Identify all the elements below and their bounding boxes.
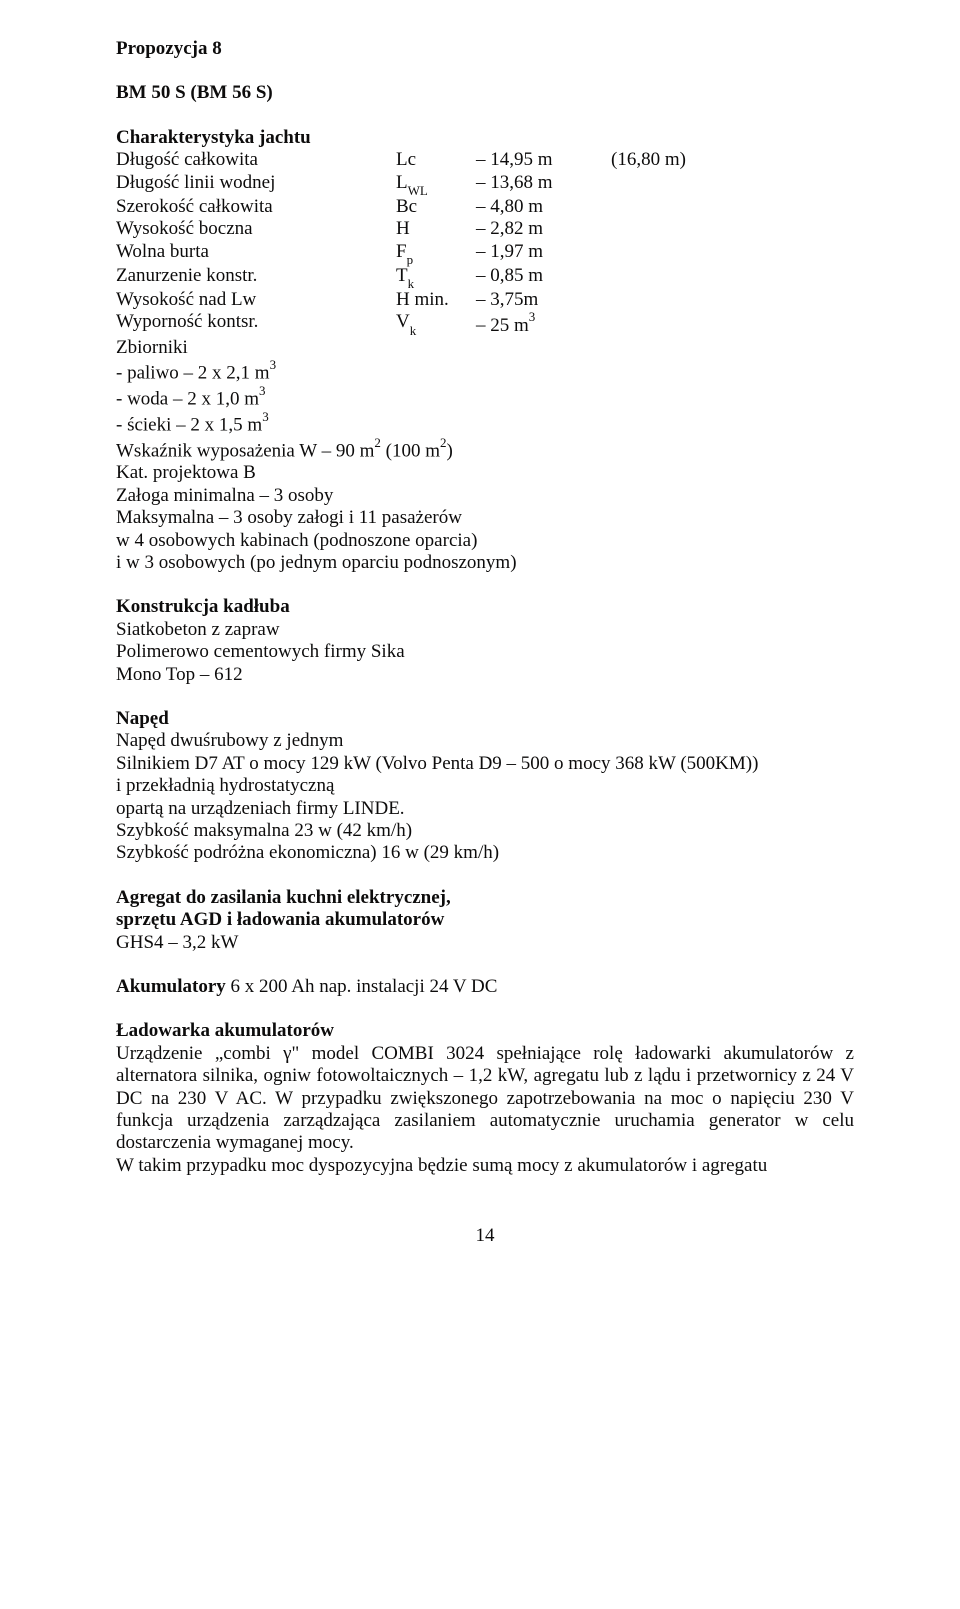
page-number: 14 [116,1225,854,1247]
spec-symbol: Lc [396,149,476,171]
spec-table: Długość całkowitaLc– 14,95 m(16,80 m)Dłu… [116,149,686,337]
drive-line: Szybkość maksymalna 23 w (42 km/h) [116,820,854,842]
spec-symbol: Fp [396,241,476,265]
genset-heading: sprzętu AGD i ładowania akumulatorów [116,909,854,931]
drive-line: i przekładnią hydrostatyczną [116,775,854,797]
drive-line: Szybkość podróżna ekonomiczna) 16 w (29 … [116,842,854,864]
spec-label: Szerokość całkowita [116,196,396,218]
spec-symbol: Vk [396,311,476,337]
drive-line: opartą na urządzeniach firmy LINDE. [116,798,854,820]
spec-row: Wolna burtaFp– 1,97 m [116,241,686,265]
spec-value: – 4,80 m [476,196,611,218]
crew-line: Załoga minimalna – 3 osoby [116,485,854,507]
tank-line: - ścieki – 2 x 1,5 m3 [116,411,854,437]
spec-extra [611,265,686,289]
spec-label: Długość linii wodnej [116,172,396,196]
drive-line: Silnikiem D7 AT o mocy 129 kW (Volvo Pen… [116,753,854,775]
spec-label: Długość całkowita [116,149,396,171]
spec-value: – 0,85 m [476,265,611,289]
hull-heading: Konstrukcja kadłuba [116,596,854,618]
spec-extra [611,172,686,196]
spec-value: – 3,75m [476,289,611,311]
tanks-title: Zbiorniki [116,337,854,359]
spec-extra [611,196,686,218]
equip-index: Wskaźnik wyposażenia W – 90 m2 (100 m2) [116,437,854,463]
drive-line: Napęd dwuśrubowy z jednym [116,730,854,752]
battery-line: Akumulatory 6 x 200 Ah nap. instalacji 2… [116,976,854,998]
spec-extra [611,241,686,265]
spec-symbol: Tk [396,265,476,289]
spec-value: – 25 m3 [476,311,611,337]
document-page: Propozycja 8 BM 50 S (BM 56 S) Charakter… [0,0,960,1288]
crew-line: Maksymalna – 3 osoby załogi i 11 pasażer… [116,507,854,529]
spec-row: Długość całkowitaLc– 14,95 m(16,80 m) [116,149,686,171]
proposal-title: Propozycja 8 [116,38,854,60]
model-title: BM 50 S (BM 56 S) [116,82,854,104]
spec-row: Szerokość całkowitaBc– 4,80 m [116,196,686,218]
spec-label: Zanurzenie konstr. [116,265,396,289]
hull-line: Mono Top – 612 [116,664,854,686]
charger-heading: Ładowarka akumulatorów [116,1020,854,1042]
spec-symbol: Bc [396,196,476,218]
drive-heading: Napęd [116,708,854,730]
spec-symbol: H [396,218,476,240]
spec-value: – 2,82 m [476,218,611,240]
spec-row: Długość linii wodnejLWL– 13,68 m [116,172,686,196]
spec-label: Wolna burta [116,241,396,265]
spec-label: Wyporność kontsr. [116,311,396,337]
genset-line: GHS4 – 3,2 kW [116,932,854,954]
spec-row: Zanurzenie konstr.Tk– 0,85 m [116,265,686,289]
spec-row: Wyporność kontsr.Vk– 25 m3 [116,311,686,337]
spec-symbol: LWL [396,172,476,196]
genset-heading: Agregat do zasilania kuchni elektrycznej… [116,887,854,909]
spec-extra [611,218,686,240]
crew-line: w 4 osobowych kabinach (podnoszone oparc… [116,530,854,552]
spec-label: Wysokość nad Lw [116,289,396,311]
spec-label: Wysokość boczna [116,218,396,240]
crew-line: i w 3 osobowych (po jednym oparciu podno… [116,552,854,574]
spec-extra [611,311,686,337]
spec-row: Wysokość bocznaH– 2,82 m [116,218,686,240]
spec-extra: (16,80 m) [611,149,686,171]
design-category: Kat. projektowa B [116,462,854,484]
tank-line: - woda – 2 x 1,0 m3 [116,385,854,411]
charger-paragraph: Urządzenie „combi γ" model COMBI 3024 sp… [116,1043,854,1155]
tank-line: - paliwo – 2 x 2,1 m3 [116,359,854,385]
spec-symbol: H min. [396,289,476,311]
spec-value: – 13,68 m [476,172,611,196]
spec-heading: Charakterystyka jachtu [116,127,854,149]
spec-extra [611,289,686,311]
hull-line: Siatkobeton z zapraw [116,619,854,641]
hull-line: Polimerowo cementowych firmy Sika [116,641,854,663]
spec-row: Wysokość nad LwH min.– 3,75m [116,289,686,311]
spec-value: – 14,95 m [476,149,611,171]
spec-value: – 1,97 m [476,241,611,265]
charger-paragraph: W takim przypadku moc dyspozycyjna będzi… [116,1155,854,1177]
